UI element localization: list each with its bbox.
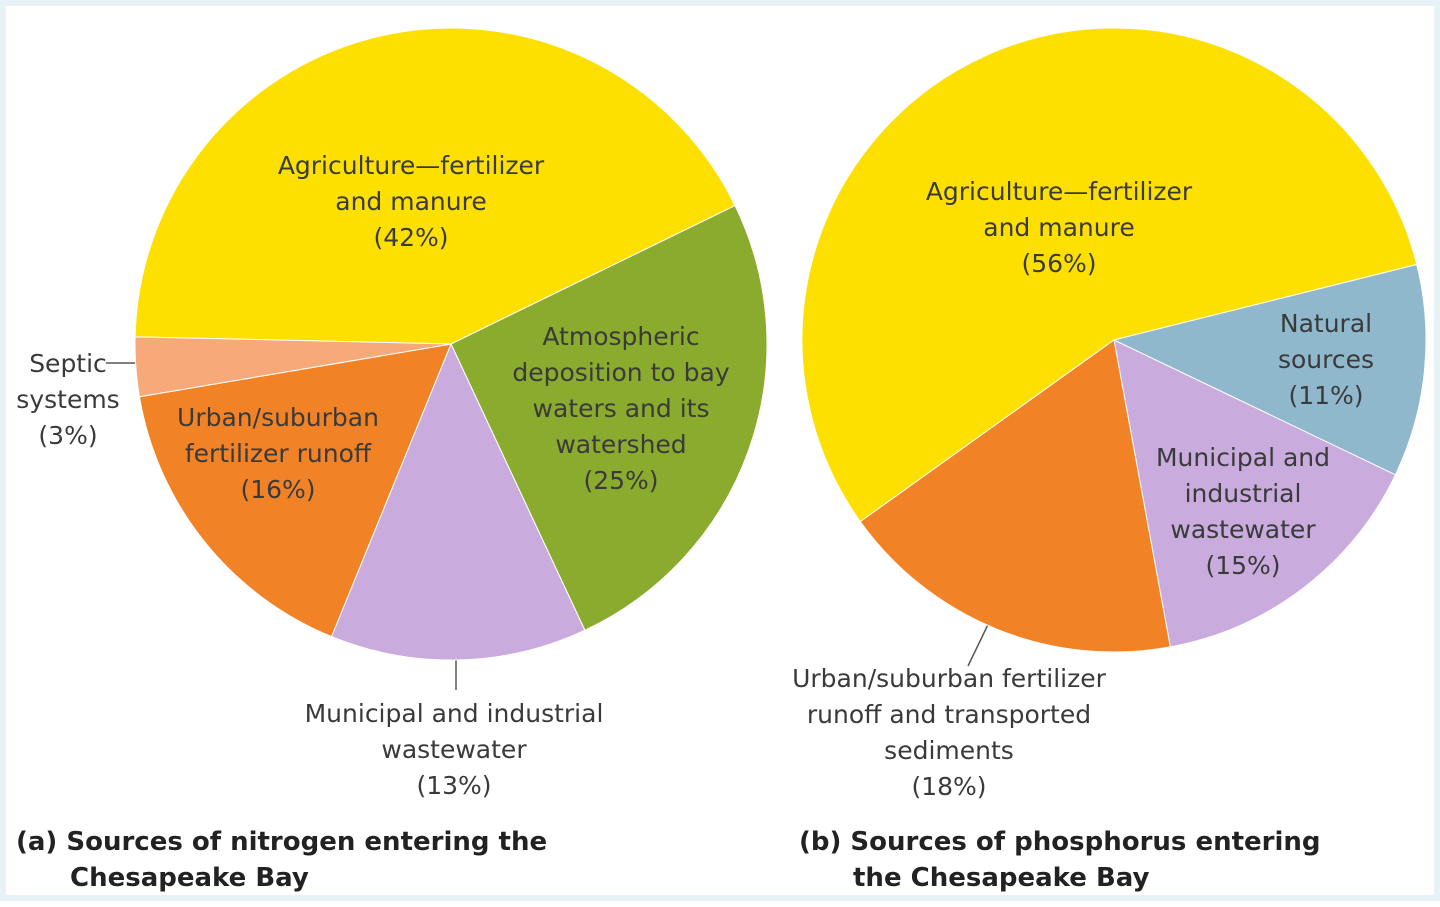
slice-label: Atmospheric deposition to bay waters and… [491, 319, 751, 499]
slice-label: Natural sources (11%) [1251, 306, 1401, 414]
pie-slice [450, 204, 768, 631]
pie-slice [330, 342, 586, 661]
value-label: (15%) [1205, 551, 1281, 580]
charts [106, 27, 1427, 690]
pie-slice [1112, 263, 1427, 476]
slice-label: Municipal and industrial wastewater (13%) [294, 696, 614, 804]
pie-slice [1113, 339, 1397, 648]
pie-slice [134, 27, 736, 345]
value-label: (42%) [373, 223, 449, 252]
slice-label: Municipal and industrial wastewater (15%) [1133, 440, 1353, 584]
category-name: Urban/suburban fertilizer runoff [177, 403, 379, 468]
category-name: Municipal and industrial wastewater [304, 699, 604, 764]
value-label: (13%) [416, 771, 492, 800]
slice-label: Urban/suburban fertilizer runoff (16%) [148, 400, 408, 508]
value-label: (11%) [1288, 381, 1364, 410]
pie-slice [859, 339, 1171, 653]
value-label: (18%) [911, 772, 987, 801]
pie-slice [801, 27, 1418, 523]
slice-label: Urban/suburban fertilizer runoff and tra… [784, 661, 1114, 805]
pie-slice [134, 336, 452, 398]
category-name: Urban/suburban fertilizer runoff and tra… [792, 664, 1106, 765]
value-label: (56%) [1021, 249, 1097, 278]
category-name: Municipal and industrial wastewater [1155, 443, 1330, 544]
value-label: (16%) [240, 475, 316, 504]
chart-title: (a) Sources of nitrogen entering the Che… [16, 827, 548, 893]
chart-title: (b) Sources of phosphorus entering the C… [799, 827, 1321, 893]
category-name: Atmospheric deposition to bay waters and… [512, 322, 730, 459]
category-name: Agriculture—fertilizer and manure [277, 151, 545, 216]
value-label: (25%) [583, 466, 659, 495]
category-name: Septic systems [16, 349, 120, 414]
value-label: (3%) [38, 421, 98, 450]
slice-label: Septic systems (3%) [8, 346, 128, 454]
slice-label: Agriculture—fertilizer and manure (42%) [251, 148, 571, 256]
category-name: Agriculture—fertilizer and manure [925, 177, 1193, 242]
category-name: Natural sources [1277, 309, 1375, 374]
slice-label: Agriculture—fertilizer and manure (56%) [899, 174, 1219, 282]
pie-slice [138, 343, 452, 638]
